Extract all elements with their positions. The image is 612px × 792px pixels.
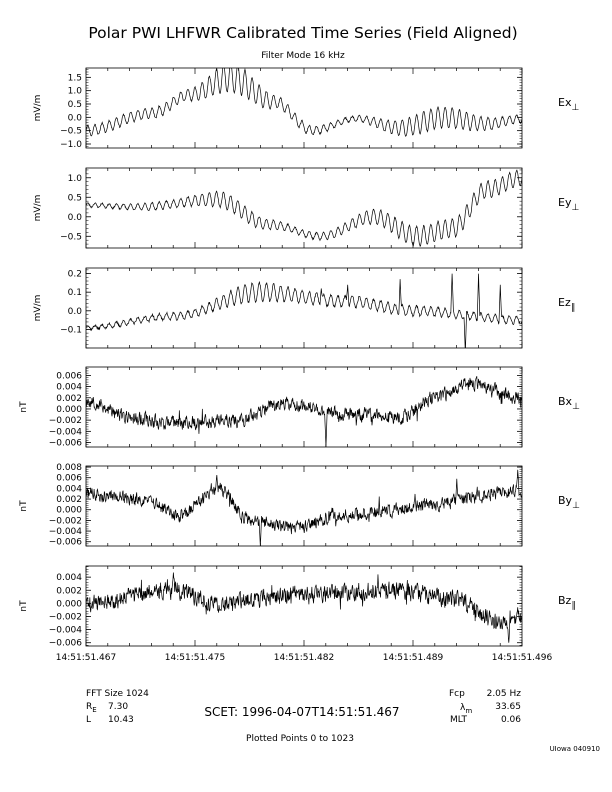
y-tick-label: −0.006 [49,439,83,449]
y-tick-label: 0.002 [56,586,82,596]
panel-ex: −1.0 −0.5 0.0 0.5 1.0 1.5 mV/m Ex⊥ [33,67,579,150]
scet-timestamp: SCET: 1996-04-07T14:51:51.467 [204,705,399,719]
x-tick-label: 14:51:51.496 [492,653,553,663]
y-tick-label: 1.5 [68,73,82,83]
y-tick-label: 1.0 [68,87,83,97]
lambda-value: 33.65 [495,702,521,712]
y-tick-label: −0.002 [49,516,82,526]
mlt-value: 0.06 [501,715,521,725]
x-tick-label: 14:51:51.475 [165,653,225,663]
panels: −1.0 −0.5 0.0 0.5 1.0 1.5 mV/m Ex⊥ −0.5 0.0 0.5 1.0… [19,67,580,649]
component-label-ez: Ez∥ [558,296,575,313]
y-tick-label: 0.1 [68,288,82,298]
y-tick-label: 0.004 [56,573,82,583]
y-axis-label: nT [19,600,29,612]
y-axis-label: nT [19,500,29,512]
y-tick-label: 0.2 [68,270,82,280]
y-tick-label: 0.004 [56,484,82,494]
lambda-label: λm [460,703,472,715]
l-label: L [86,715,91,725]
y-tick-label: −0.5 [60,127,82,137]
trace-ez [86,273,522,348]
y-tick-label: 0.006 [56,474,82,484]
panel-by: −0.006−0.004−0.0020.0000.0020.0040.0060.… [19,463,580,548]
component-label-ey: Ey⊥ [558,196,579,213]
y-tick-label: 0.000 [56,599,82,609]
x-tick-labels: 14:51:51.467 14:51:51.475 14:51:51.482 14:5… [56,653,553,663]
x-tick-label: 14:51:51.489 [383,653,444,663]
y-tick-label: 0.006 [56,371,82,381]
trace-by [86,469,522,546]
footer-metadata: FFT Size 1024 RE 7.30 L 10.43 SCET: 1996… [86,689,600,753]
y-axis-label: mV/m [33,195,43,222]
chart-subtitle: Filter Mode 16 kHz [261,51,345,61]
re-label: RE [86,702,97,714]
y-tick-label: 1.0 [68,174,83,184]
y-tick-label: −0.002 [49,416,82,426]
y-tick-label: 0.002 [56,394,82,404]
y-tick-label: −0.006 [49,639,83,649]
plotted-points: Plotted Points 0 to 1023 [246,734,354,744]
y-tick-label: −0.004 [49,626,83,636]
y-tick-label: 0.0 [68,113,83,123]
component-label-bx: Bx⊥ [558,395,580,412]
x-tick-label: 14:51:51.482 [274,653,334,663]
panel-ez: −0.1 0.0 0.1 0.2 mV/m Ez∥ [33,267,575,349]
re-value: 7.30 [108,702,128,712]
fcp-value: 2.05 Hz [487,689,522,699]
y-axis-label: mV/m [33,295,43,322]
y-tick-label: 0.5 [68,193,82,203]
fft-size: FFT Size 1024 [86,689,149,699]
trace-ey [86,169,522,247]
component-label-by: By⊥ [558,494,580,511]
trace-bz [86,572,522,643]
y-tick-label: −0.5 [60,232,82,242]
y-tick-label: 0.000 [56,506,82,516]
y-tick-label: 0.004 [56,383,82,393]
y-tick-label: 0.0 [68,213,83,223]
panel-ey: −0.5 0.0 0.5 1.0 mV/m Ey⊥ [33,167,579,249]
y-tick-label: 0.5 [68,100,82,110]
y-tick-label: 0.002 [56,495,82,505]
y-tick-label: −0.004 [49,527,83,537]
fcp-label: Fcp [449,689,465,699]
panel-bz: −0.006 −0.004 −0.002 0.000 0.002 0.004 nT Bz∥ [19,565,576,649]
y-axis-label: mV/m [33,95,43,122]
credit-stamp: UIowa 040910 [550,745,600,753]
y-tick-label: −0.1 [60,325,82,335]
chart-title: Polar PWI LHFWR Calibrated Time Series (… [88,24,517,42]
y-tick-label: 0.008 [56,463,82,473]
trace-ex [86,68,522,137]
component-label-bz: Bz∥ [558,594,576,611]
x-tick-label: 14:51:51.467 [56,653,116,663]
y-tick-label: 0.0 [68,307,83,317]
l-value: 10.43 [108,715,134,725]
component-label-ex: Ex⊥ [558,96,579,113]
y-tick-label: −1.0 [60,140,82,150]
trace-bx [86,376,522,447]
mlt-label: MLT [450,715,468,725]
y-tick-label: −0.004 [49,427,83,437]
y-tick-label: −0.002 [49,612,82,622]
y-tick-label: −0.006 [49,538,83,548]
y-tick-label: 0.000 [56,405,82,415]
y-axis-label: nT [19,401,29,413]
